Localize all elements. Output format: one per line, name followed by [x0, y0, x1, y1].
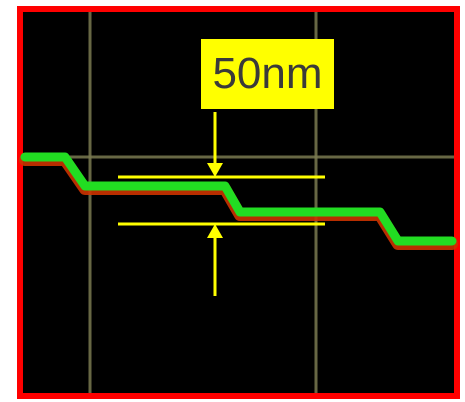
arrow-up-icon: [207, 224, 223, 238]
step-profile-line: [20, 152, 457, 246]
arrow-down-icon: [207, 163, 223, 177]
measurement-label: 50nm: [201, 39, 334, 109]
